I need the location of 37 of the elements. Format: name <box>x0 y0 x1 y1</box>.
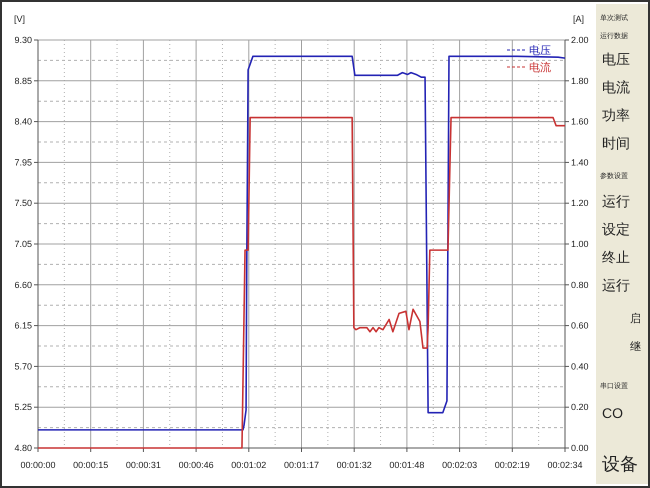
y-axis-title: [V] <box>14 14 26 24</box>
x-tick-label: 00:01:17 <box>284 460 320 470</box>
y-tick-label: 9.30 <box>14 35 32 45</box>
y2-tick-label: 0.80 <box>571 280 589 290</box>
legend-label: 电流 <box>529 61 551 74</box>
y2-tick-label: 1.60 <box>571 116 589 127</box>
y-tick-label: 8.85 <box>14 76 32 86</box>
x-tick-label: 00:01:48 <box>389 460 424 470</box>
y-tick-label: 7.05 <box>14 239 32 249</box>
y-tick-label: 6.60 <box>14 280 32 290</box>
y2-tick-label: 0.00 <box>571 443 589 453</box>
y2-axis-title: [A] <box>573 14 584 24</box>
y2-tick-label: 0.40 <box>571 361 589 372</box>
y2-tick-label: 0.20 <box>571 402 589 412</box>
x-tick-label: 00:01:02 <box>231 460 266 470</box>
x-tick-label: 00:00:00 <box>20 460 56 470</box>
x-tick-label: 00:02:03 <box>442 460 478 470</box>
y2-tick-label: 1.20 <box>571 198 589 208</box>
y-tick-label: 8.40 <box>14 116 32 127</box>
y-tick-label: 4.80 <box>14 443 32 453</box>
y-tick-label: 6.15 <box>14 320 32 331</box>
x-tick-label: 00:02:19 <box>494 460 530 470</box>
y-tick-label: 5.70 <box>14 361 32 372</box>
x-tick-label: 00:00:15 <box>73 460 108 470</box>
y2-tick-label: 1.00 <box>571 239 589 249</box>
y2-tick-label: 1.80 <box>571 76 589 86</box>
y2-tick-label: 1.40 <box>571 157 589 168</box>
y2-tick-label: 0.60 <box>571 320 589 331</box>
x-tick-label: 00:00:46 <box>178 460 214 470</box>
x-tick-label: 00:00:31 <box>126 460 161 470</box>
y-tick-label: 5.25 <box>14 402 32 412</box>
x-tick-label: 00:01:32 <box>336 460 372 470</box>
legend-label: 电压 <box>529 44 551 57</box>
y-tick-label: 7.95 <box>14 157 32 168</box>
y-tick-label: 7.50 <box>14 198 32 208</box>
y2-tick-label: 2.00 <box>571 35 589 45</box>
x-tick-label: 00:02:34 <box>547 460 583 470</box>
